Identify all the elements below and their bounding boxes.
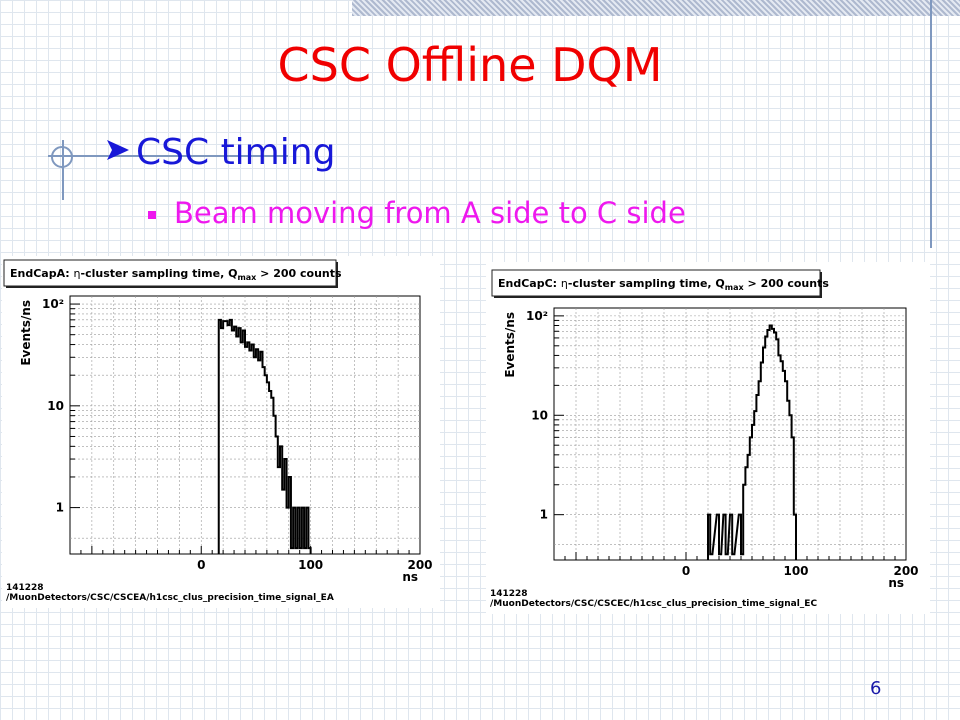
title-title-sub: max [237, 273, 257, 282]
slide-number: 6 [870, 678, 882, 699]
x-tick-label: 100 [783, 564, 808, 578]
title-box: EndCapA: η-cluster sampling time, Qmax >… [3, 259, 342, 288]
x-axis-label: ns [402, 570, 418, 584]
histogram-endcap-a: EndCapA: η-cluster sampling time, Qmax >… [3, 259, 433, 603]
title-title-main: -cluster sampling time, Q [568, 277, 725, 290]
title-title-main: -cluster sampling time, Q [81, 267, 238, 280]
title-title-tail: > 200 counts [256, 267, 342, 280]
y-tick-label: 10² [526, 309, 548, 323]
title-title-prefix: EndCapA: [10, 267, 74, 280]
histogram-endcap-c: EndCapC: η-cluster sampling time, Qmax >… [490, 269, 919, 609]
title-title-eta: η [561, 277, 568, 290]
title-title-prefix: EndCapC: [498, 277, 561, 290]
histogram-series [217, 318, 312, 554]
histogram-path-label: /MuonDetectors/CSC/CSCEA/h1csc_clus_prec… [6, 593, 334, 603]
bullet-csc-timing: CSC timing [104, 132, 335, 173]
bullet-main-text: CSC timing [136, 132, 336, 173]
y-tick-label: 1 [540, 508, 548, 522]
y-axis-label: Events/ns [503, 312, 517, 378]
x-axis-label: ns [888, 576, 904, 590]
arrow-bullet-icon [104, 132, 136, 173]
x-tick-label: 100 [298, 558, 323, 572]
title-title-tail: > 200 counts [744, 277, 830, 290]
histogram-path-label: /MuonDetectors/CSC/CSCEC/h1csc_clus_prec… [490, 599, 817, 609]
y-axis-label: Events/ns [19, 300, 33, 366]
y-tick-label: 10 [47, 399, 64, 413]
square-bullet-icon [148, 211, 156, 219]
ring-decoration [51, 146, 73, 168]
x-tick-label: 200 [407, 558, 432, 572]
x-tick-label: 0 [197, 558, 205, 572]
y-tick-label: 10² [42, 297, 64, 311]
bullet-sub-text: Beam moving from A side to C side [174, 196, 686, 230]
title-title-eta: η [74, 267, 81, 280]
y-tick-label: 10 [531, 408, 548, 422]
axis-ticks [69, 303, 421, 554]
run-number-label: 141228 [490, 589, 528, 599]
grid-lines [70, 296, 420, 554]
x-tick-label: 200 [893, 564, 918, 578]
y-tick-label: 1 [56, 501, 64, 515]
title-box: EndCapC: η-cluster sampling time, Qmax >… [491, 269, 829, 298]
histogram-panel-a: EndCapA: η-cluster sampling time, Qmax >… [2, 256, 440, 608]
histogram-title: EndCapC: η-cluster sampling time, Qmax >… [498, 277, 829, 292]
histogram-line [707, 324, 797, 560]
histogram-panel-c: EndCapC: η-cluster sampling time, Qmax >… [486, 262, 930, 614]
histogram-series [707, 324, 797, 560]
histogram-title: EndCapA: η-cluster sampling time, Qmax >… [10, 267, 342, 282]
histogram-line [217, 318, 312, 554]
bullet-beam: Beam moving from A side to C side [148, 196, 686, 230]
x-tick-label: 0 [682, 564, 690, 578]
slide-title: CSC Offline DQM [277, 38, 663, 92]
run-number-label: 141228 [6, 583, 44, 593]
title-title-sub: max [725, 283, 745, 292]
